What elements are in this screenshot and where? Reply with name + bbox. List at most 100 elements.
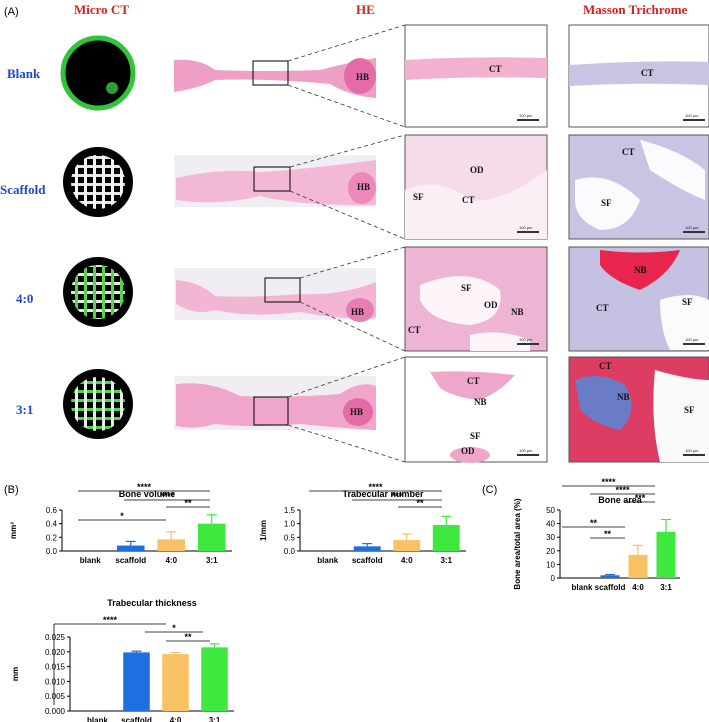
micro-ct-4to0-disk xyxy=(63,257,133,327)
y-axis-label-0: mm³ xyxy=(9,522,18,539)
y-tick-label-2-4: 40 xyxy=(546,520,555,529)
bar-0-2 xyxy=(157,539,186,551)
significance-label-1-0: **** xyxy=(368,482,383,492)
x-tick-label-3-2: 4:0 xyxy=(170,716,182,722)
mt-label-4to0-sf: SF xyxy=(682,297,693,307)
he-label-scaffold-sf: SF xyxy=(413,192,424,202)
bar-2-2 xyxy=(628,554,648,578)
scale-text-mt-scaffold: 100 μm xyxy=(685,225,699,230)
he-label-4to0-nb: NB xyxy=(511,307,524,317)
y-axis-label-3: mm xyxy=(11,667,20,681)
scale-text-he-blank: 100 μm xyxy=(519,113,533,118)
bar-3-1 xyxy=(123,652,150,711)
histology-figure xyxy=(60,24,709,463)
bar-3-3 xyxy=(201,647,228,711)
chart-title-1: Trabecular number xyxy=(342,489,424,499)
masson-4to0 xyxy=(568,246,709,352)
mt-label-3to1-ct: CT xyxy=(599,361,612,371)
he-zoom-box-3to1 xyxy=(253,396,289,426)
bar-2-3 xyxy=(656,531,676,578)
y-tick-label-3-3: 0.015 xyxy=(45,663,66,672)
y-tick-label-0-2: 0.4 xyxy=(46,520,58,529)
chart-title-3: Trabecular thickness xyxy=(107,598,197,608)
he-overview-scaffold xyxy=(174,155,376,207)
zoom-leader-lines xyxy=(287,24,406,463)
column-heading-he: HE xyxy=(356,2,375,17)
bar-0-1 xyxy=(116,545,145,551)
y-tick-label-0-1: 0.2 xyxy=(46,533,58,542)
row-label-blank: Blank xyxy=(7,66,41,81)
scale-text-he-4to0: 100 μm xyxy=(519,337,533,342)
bar-1-2 xyxy=(393,540,421,551)
mt-label-scaffold-sf: SF xyxy=(601,198,612,208)
mt-label-3to1-nb: NB xyxy=(617,392,630,402)
x-tick-label-2-2: 4:0 xyxy=(632,583,644,592)
significance-label-0-2: ** xyxy=(184,498,192,508)
masson-blank xyxy=(568,24,709,128)
x-tick-label-1-3: 3:1 xyxy=(440,556,452,565)
masson-3to1 xyxy=(568,356,709,463)
chart-title-2: Bone area xyxy=(598,495,643,505)
he-label-4to0-ct: CT xyxy=(408,325,421,335)
he-label-3to1-od: OD xyxy=(461,446,475,456)
significance-label-0-1: **** xyxy=(160,491,175,501)
x-tick-label-0-3: 3:1 xyxy=(206,556,218,565)
significance-label-2-4: ** xyxy=(604,529,612,539)
he-label-3to1-nb: NB xyxy=(474,397,487,407)
row-label-3to1: 3:1 xyxy=(16,402,34,417)
he-label-scaffold-ct: CT xyxy=(462,195,475,205)
y-tick-label-2-1: 10 xyxy=(546,560,555,569)
x-tick-label-3-0: blank xyxy=(87,716,108,722)
bar-3-2 xyxy=(162,654,189,711)
y-tick-label-0-3: 0.6 xyxy=(46,506,58,515)
x-tick-label-1-0: blank xyxy=(317,556,338,565)
x-tick-label-3-1: scaffold xyxy=(121,716,152,722)
x-tick-label-2-0: blank xyxy=(572,583,593,592)
panel-label-a: (A) xyxy=(4,6,19,18)
significance-label-0-0: **** xyxy=(137,482,152,492)
micro-ct-blank-disk xyxy=(60,35,136,111)
he-hb-label-4to0: HB xyxy=(351,307,365,317)
he-label-scaffold-od: OD xyxy=(470,165,484,175)
mt-label-4to0-ct: CT xyxy=(596,303,609,313)
he-zoom-box-4to0 xyxy=(264,277,301,303)
y-tick-label-3-2: 0.010 xyxy=(45,677,66,686)
scale-text-he-scaffold: 100 μm xyxy=(519,225,533,230)
significance-label-2-2: *** xyxy=(635,493,646,503)
he-label-4to0-sf: SF xyxy=(461,283,472,293)
he-hb-label-blank: HB xyxy=(356,72,370,82)
scale-text-he-3to1: 100 μm xyxy=(519,448,533,453)
significance-label-3-1: * xyxy=(172,623,176,633)
row-label-scaffold: Scaffold xyxy=(0,182,46,197)
panel-label-c: (C) xyxy=(482,484,498,496)
x-tick-label-1-1: scaffold xyxy=(352,556,383,565)
y-tick-label-3-1: 0.005 xyxy=(45,692,66,701)
x-tick-label-0-1: scaffold xyxy=(115,556,146,565)
bar-0-3 xyxy=(197,523,226,551)
scale-text-mt-4to0: 100 μm xyxy=(685,337,699,342)
bar-1-3 xyxy=(432,525,460,551)
he-overview-3to1 xyxy=(174,376,376,430)
mt-label-blank-ct: CT xyxy=(641,68,654,78)
y-tick-label-3-4: 0.020 xyxy=(45,648,66,657)
x-tick-label-2-3: 3:1 xyxy=(660,583,672,592)
he-label-3to1-sf: SF xyxy=(470,431,481,441)
x-tick-label-0-0: blank xyxy=(80,556,101,565)
significance-label-2-3: ** xyxy=(590,518,598,528)
y-tick-label-1-3: 1.5 xyxy=(284,506,296,515)
he-overview-blank xyxy=(174,48,376,98)
mt-label-3to1-sf: SF xyxy=(684,405,695,415)
he-label-4to0-od: OD xyxy=(484,300,498,310)
micro-ct-3to1-disk xyxy=(63,369,133,439)
significance-label-3-2: ** xyxy=(184,632,192,642)
x-tick-label-1-2: 4:0 xyxy=(401,556,413,565)
y-tick-label-2-0: 0 xyxy=(551,574,556,583)
micro-ct-scaffold-disk xyxy=(63,147,133,217)
mt-label-scaffold-ct: CT xyxy=(622,147,635,157)
he-magnified-4to0 xyxy=(404,246,548,352)
he-overview-4to0 xyxy=(174,268,376,322)
he-hb-label-3to1: HB xyxy=(350,407,364,417)
y-axis-label-2: Bone area/total area (%) xyxy=(513,498,522,589)
y-axis-label-1: 1/mm xyxy=(259,520,268,541)
significance-label-0-3: * xyxy=(120,511,124,521)
